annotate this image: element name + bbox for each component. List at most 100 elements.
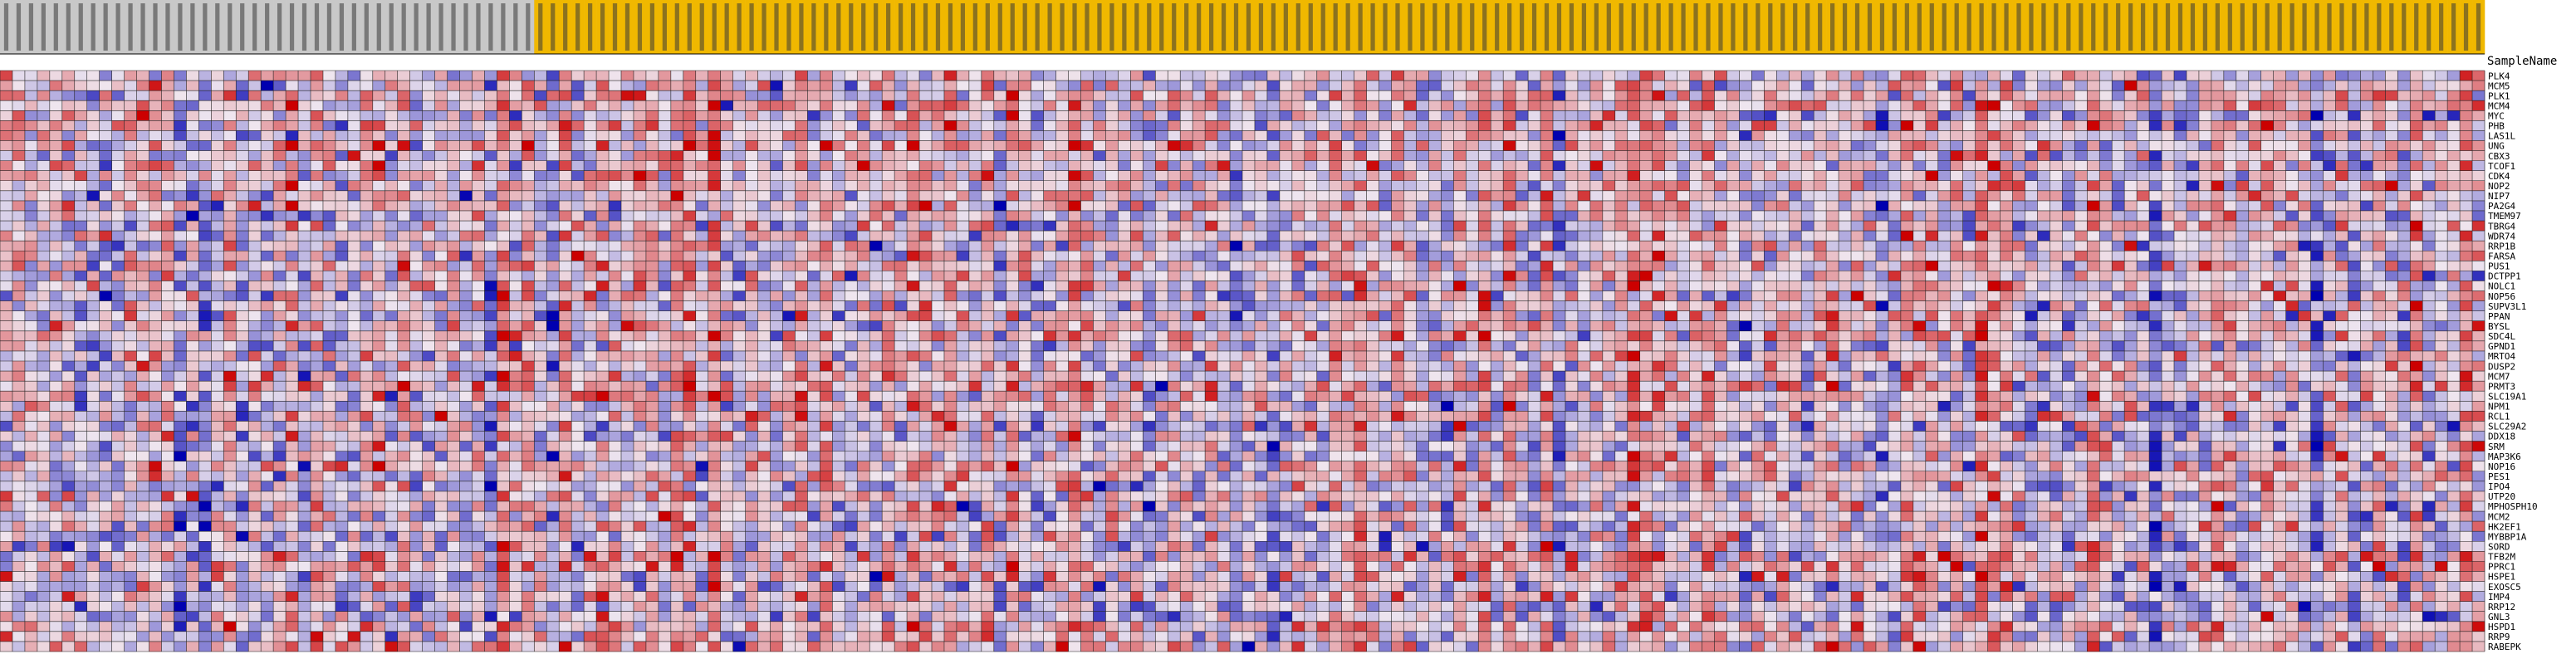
heatmap-cell <box>932 281 945 291</box>
heatmap-cell <box>74 81 88 91</box>
heatmap-cell <box>695 190 709 202</box>
heatmap-cell <box>1814 160 1827 171</box>
heatmap-cell <box>1466 81 1479 91</box>
heatmap-cell <box>1888 180 1902 192</box>
heatmap-cell <box>2360 180 2373 192</box>
heatmap-cell <box>1329 281 1342 291</box>
heatmap-cell <box>124 241 137 251</box>
heatmap-cell <box>1726 180 1740 192</box>
heatmap-cell <box>2186 130 2200 141</box>
heatmap-cell <box>2223 210 2237 222</box>
heatmap-cell <box>311 251 324 261</box>
heatmap-cell <box>732 81 746 91</box>
heatmap-cell <box>2335 290 2348 301</box>
heatmap-cell <box>1565 71 1579 81</box>
heatmap-cell <box>584 120 597 131</box>
heatmap-cell <box>1702 130 1715 141</box>
heatmap-cell <box>484 160 497 171</box>
heatmap-cell <box>61 221 76 232</box>
heatmap-cell <box>384 110 399 121</box>
heatmap-cell <box>1055 150 1069 161</box>
heatmap-cell <box>335 90 349 101</box>
heatmap-cell <box>2149 290 2162 301</box>
heatmap-cell <box>2447 241 2461 251</box>
heatmap-cell <box>2137 290 2150 301</box>
heatmap-cell <box>2335 130 2348 141</box>
heatmap-cell <box>658 81 672 91</box>
heatmap-cell <box>1168 160 1181 171</box>
heatmap-cell <box>2348 290 2361 301</box>
heatmap-cell <box>2260 160 2274 171</box>
heatmap-cell <box>1565 210 1579 222</box>
heatmap-cell <box>2385 241 2398 251</box>
heatmap-cell <box>1403 210 1417 222</box>
heatmap-cell <box>522 71 535 81</box>
heatmap-cell <box>311 71 324 81</box>
heatmap-cell <box>24 140 38 151</box>
heatmap-cell <box>534 210 547 222</box>
heatmap-cell <box>372 140 386 151</box>
heatmap-cell <box>1962 290 1976 301</box>
heatmap-cell <box>907 210 920 222</box>
heatmap-cell <box>745 120 758 131</box>
heatmap-cell <box>584 150 597 161</box>
heatmap-cell <box>149 290 162 301</box>
heatmap-cell <box>1726 241 1740 251</box>
heatmap-cell <box>845 190 858 202</box>
heatmap-cell <box>2186 251 2200 261</box>
heatmap-cell <box>37 180 51 192</box>
heatmap-cell <box>807 170 820 182</box>
heatmap-cell <box>1639 200 1653 212</box>
heatmap-cell <box>2198 261 2212 271</box>
heatmap-cell <box>311 231 324 242</box>
heatmap-cell <box>820 271 833 281</box>
heatmap-cell <box>149 190 162 202</box>
heatmap-cell <box>335 190 349 202</box>
heatmap-cell <box>472 221 485 232</box>
heatmap-cell <box>86 290 100 301</box>
heatmap-cell <box>968 290 982 301</box>
heatmap-cell <box>943 160 957 171</box>
heatmap-cell <box>1453 110 1467 121</box>
heatmap-cell <box>2162 110 2175 121</box>
heatmap-cell <box>1055 140 1069 151</box>
heatmap-cell <box>757 81 771 91</box>
heatmap-cell <box>894 110 908 121</box>
heatmap-cell <box>1627 160 1641 171</box>
heatmap-cell <box>2410 231 2423 242</box>
heatmap-cell <box>1602 200 1616 212</box>
heatmap-cell <box>1130 200 1144 212</box>
heatmap-cell <box>2397 241 2411 251</box>
heatmap-cell <box>248 71 262 81</box>
heatmap-cell <box>198 200 212 212</box>
heatmap-cell <box>2410 120 2423 131</box>
heatmap-cell <box>1266 251 1281 261</box>
heatmap-cell <box>236 81 249 91</box>
heatmap-cell <box>571 180 585 192</box>
heatmap-cell <box>1478 100 1491 111</box>
heatmap-cell <box>186 290 199 301</box>
heatmap-cell <box>1168 81 1181 91</box>
heatmap-cell <box>2260 261 2274 271</box>
heatmap-cell <box>1491 190 1504 202</box>
heatmap-cell <box>1614 90 1628 101</box>
heatmap-cell <box>1304 210 1318 222</box>
heatmap-cell <box>1180 160 1193 171</box>
heatmap-cell <box>37 120 51 131</box>
heatmap-cell <box>943 71 957 81</box>
heatmap-cell <box>1540 110 1554 121</box>
heatmap-cell <box>2385 140 2398 151</box>
heatmap-cell <box>695 110 709 121</box>
heatmap-cell <box>1528 100 1541 111</box>
heatmap-cell <box>695 100 709 111</box>
heatmap-cell <box>1006 271 1020 281</box>
heatmap-cell <box>869 210 883 222</box>
heatmap-cell <box>223 271 237 281</box>
heatmap-cell <box>37 110 51 121</box>
heatmap-cell <box>1751 120 1765 131</box>
heatmap-cell <box>1925 231 1939 242</box>
heatmap-cell <box>1230 221 1243 232</box>
heatmap-cell <box>1912 90 1927 101</box>
heatmap-cell <box>1937 200 1952 212</box>
heatmap-cell <box>2335 210 2348 222</box>
